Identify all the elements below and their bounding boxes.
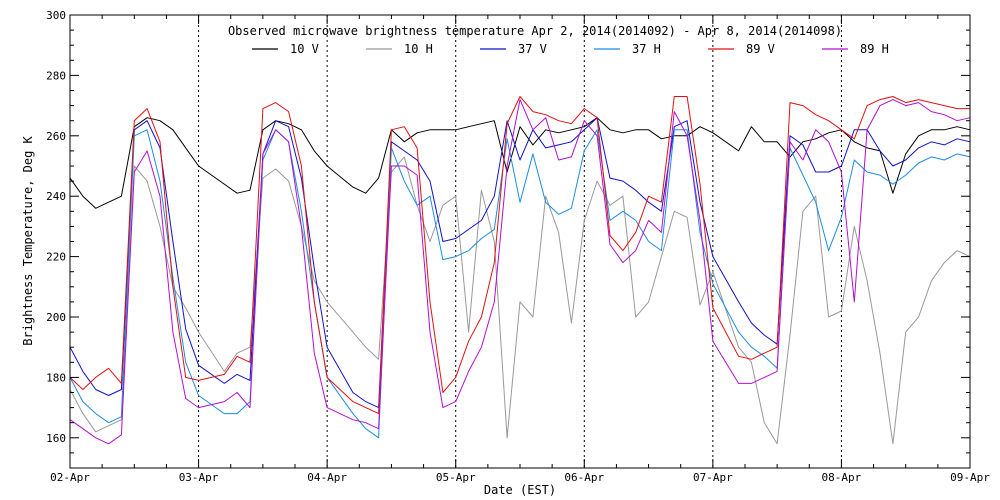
y-tick-label: 180 <box>46 371 66 384</box>
series-line-89-h <box>69 99 971 445</box>
legend: 10 V 10 H 37 V 37 H 89 V 89 H <box>252 42 889 56</box>
y-axis-label: Brightness Temperature, Deg K <box>21 135 35 345</box>
legend-label-37-h: 37 H <box>632 42 661 56</box>
series-line-37-h <box>69 129 971 439</box>
x-axis-label: Date (EST) <box>484 483 556 497</box>
series-line-89-v <box>69 96 970 415</box>
series-line-37-v <box>69 117 971 409</box>
x-tick-label: 08-Apr <box>822 471 862 484</box>
y-tick-label: 160 <box>46 432 66 445</box>
series-layer <box>69 96 971 445</box>
x-tick-label: 09-Apr <box>950 471 990 484</box>
axis-ticks: 02-Apr 03-Apr 04-Apr 05-Apr 06-Apr 07-Apr 08-A… <box>46 9 990 484</box>
grid-lines <box>198 15 842 468</box>
x-tick-label: 06-Apr <box>564 471 604 484</box>
legend-label-37-v: 37 V <box>518 42 547 56</box>
x-tick-label: 04-Apr <box>307 471 347 484</box>
y-tick-label: 240 <box>46 190 66 203</box>
y-tick-label: 260 <box>46 130 66 143</box>
chart-title: Observed microwave brightness temperatur… <box>228 24 842 38</box>
legend-label-89-h: 89 H <box>860 42 889 56</box>
series-line-10-h <box>69 156 971 445</box>
y-tick-label: 280 <box>46 69 66 82</box>
legend-label-89-v: 89 V <box>746 42 775 56</box>
legend-label-10-h: 10 H <box>404 42 433 56</box>
y-tick-label: 220 <box>46 251 66 264</box>
x-tick-label: 05-Apr <box>436 471 476 484</box>
y-tick-label: 200 <box>46 311 66 324</box>
series-line-10-v <box>69 117 971 209</box>
y-tick-label: 300 <box>46 9 66 22</box>
x-tick-label: 03-Apr <box>179 471 219 484</box>
x-tick-label: 02-Apr <box>50 471 90 484</box>
legend-label-10-v: 10 V <box>290 42 319 56</box>
x-tick-label: 07-Apr <box>693 471 733 484</box>
